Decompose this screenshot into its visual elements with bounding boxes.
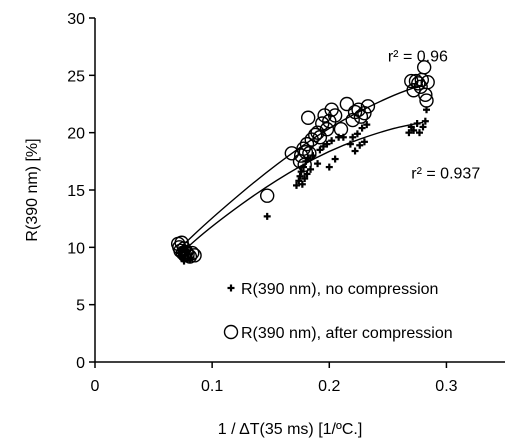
y-axis-title: R(390 nm) [%] — [24, 138, 41, 241]
y-tick-label: 5 — [76, 298, 85, 315]
point-no-compression — [309, 152, 317, 160]
point-no-compression — [410, 126, 418, 134]
r-squared-label: r² = 0.937 — [411, 166, 480, 183]
point-no-compression — [346, 140, 354, 148]
point-after-compression — [360, 99, 376, 114]
trendline — [176, 83, 424, 252]
legend-marker-after-compression — [223, 324, 239, 340]
point-after-compression — [357, 105, 372, 121]
point-no-compression — [304, 154, 312, 162]
point-no-compression — [300, 163, 308, 171]
y-tick-label: 25 — [67, 68, 85, 85]
legend-label-no-compression: R(390 nm), no compression — [241, 281, 438, 298]
point-no-compression — [353, 130, 361, 138]
point-no-compression — [363, 121, 371, 129]
point-no-compression — [301, 175, 309, 183]
point-after-compression — [260, 188, 275, 203]
point-no-compression — [360, 138, 368, 146]
point-no-compression — [314, 160, 322, 168]
point-no-compression — [263, 212, 271, 220]
r-squared-label: r² = 0.96 — [388, 49, 448, 66]
point-after-compression — [339, 96, 355, 112]
x-tick-label: 0.2 — [318, 378, 340, 395]
point-no-compression — [316, 146, 324, 154]
point-no-compression — [349, 133, 357, 141]
point-after-compression — [302, 146, 317, 161]
data-points-layer — [170, 60, 435, 265]
point-no-compression — [298, 180, 306, 188]
point-no-compression — [295, 177, 303, 185]
point-no-compression — [177, 246, 185, 254]
point-no-compression — [405, 129, 413, 137]
x-tick-label: 0 — [91, 378, 100, 395]
x-tick-label: 0.1 — [201, 378, 223, 395]
point-no-compression — [421, 117, 429, 125]
point-after-compression — [420, 75, 435, 90]
legend-label-after-compression: R(390 nm), after compression — [241, 325, 453, 342]
point-no-compression — [292, 181, 300, 189]
point-no-compression — [180, 257, 188, 265]
point-no-compression — [415, 129, 423, 137]
point-no-compression — [351, 147, 359, 155]
y-tick-label: 0 — [76, 355, 85, 372]
point-no-compression — [180, 243, 188, 251]
point-after-compression — [411, 76, 426, 91]
point-after-compression — [333, 122, 349, 137]
point-after-compression — [299, 136, 315, 152]
point-no-compression — [303, 170, 311, 178]
y-tick-label: 10 — [67, 240, 85, 257]
axes-layer: 0 5 10 15 20 25 30 0 0.1 0.2 0.3 1 / ΔT(35 ms) [1/º… — [24, 11, 505, 438]
legend-marker-no-compression — [227, 284, 235, 292]
point-no-compression — [319, 142, 327, 150]
point-no-compression — [297, 168, 305, 176]
point-after-compression — [301, 110, 316, 125]
point-no-compression — [325, 163, 333, 171]
point-after-compression — [327, 108, 343, 123]
point-after-compression — [353, 109, 369, 124]
point-no-compression — [307, 165, 315, 173]
trendline — [176, 121, 424, 258]
point-no-compression — [356, 141, 364, 149]
point-after-compression — [416, 60, 432, 75]
x-axis-title: 1 / ΔT(35 ms) [1/ºC.] — [218, 421, 363, 438]
point-no-compression — [339, 133, 347, 141]
y-tick-label: 20 — [67, 126, 85, 143]
x-tick-label: 0.3 — [435, 378, 457, 395]
point-after-compression — [413, 79, 428, 95]
point-no-compression — [296, 172, 304, 180]
annotation-layer: r² = 0.96 r² = 0.937 — [388, 49, 480, 183]
point-after-compression — [319, 122, 335, 137]
y-tick-label: 30 — [67, 11, 85, 28]
point-no-compression — [413, 119, 421, 127]
point-no-compression — [328, 137, 336, 145]
point-no-compression — [419, 123, 427, 131]
trendline-layer — [176, 83, 424, 258]
y-tick-label: 15 — [67, 183, 85, 200]
point-no-compression — [331, 155, 339, 163]
point-no-compression — [358, 124, 366, 132]
point-no-compression — [323, 140, 331, 148]
point-no-compression — [423, 106, 431, 114]
legend: R(390 nm), no compression R(390 nm), afte… — [223, 281, 453, 342]
point-no-compression — [187, 254, 195, 262]
